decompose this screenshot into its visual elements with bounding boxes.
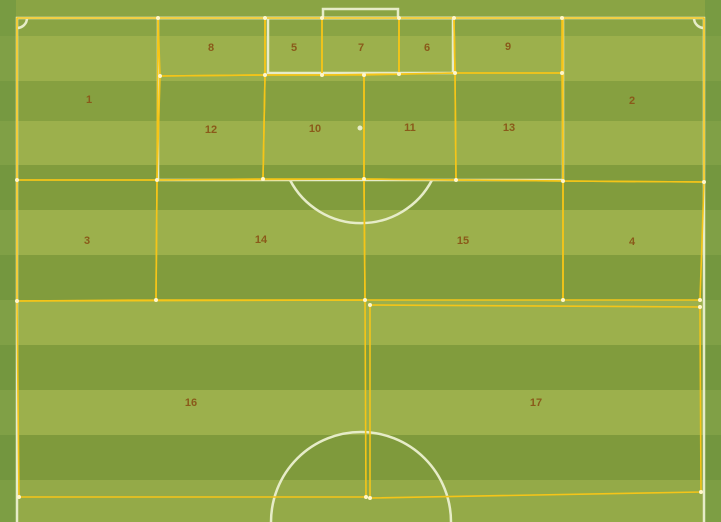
zone-3-label: 3 xyxy=(84,235,90,247)
zone-7-label: 7 xyxy=(358,42,364,54)
zone-15-label: 15 xyxy=(457,235,469,247)
zone-labels: 1 2 3 4 5 6 7 8 9 10 11 12 13 14 15 16 1… xyxy=(84,41,636,409)
center-circle xyxy=(269,430,453,522)
zone-5-label: 5 xyxy=(291,42,297,54)
zone-17-label: 17 xyxy=(530,397,542,409)
zone-16-label: 16 xyxy=(185,397,197,409)
zone-14-label: 14 xyxy=(255,234,268,246)
zone-10-label: 10 xyxy=(309,123,321,135)
zone-13-label: 13 xyxy=(503,122,515,134)
penalty-arc xyxy=(288,179,434,225)
zone-9-label: 9 xyxy=(505,41,511,53)
zone-vertices xyxy=(15,16,706,500)
zone-8-label: 8 xyxy=(208,42,214,54)
corner-arc-right xyxy=(692,17,705,30)
zone-1-label: 1 xyxy=(86,94,92,106)
zone-11-label: 11 xyxy=(404,122,416,134)
zone-12-label: 12 xyxy=(205,124,217,136)
corner-arc-left xyxy=(16,17,29,30)
zone-6-label: 6 xyxy=(424,42,430,54)
zone-2-label: 2 xyxy=(629,95,635,107)
zone-4-label: 4 xyxy=(629,236,636,248)
penalty-spot xyxy=(357,125,363,131)
